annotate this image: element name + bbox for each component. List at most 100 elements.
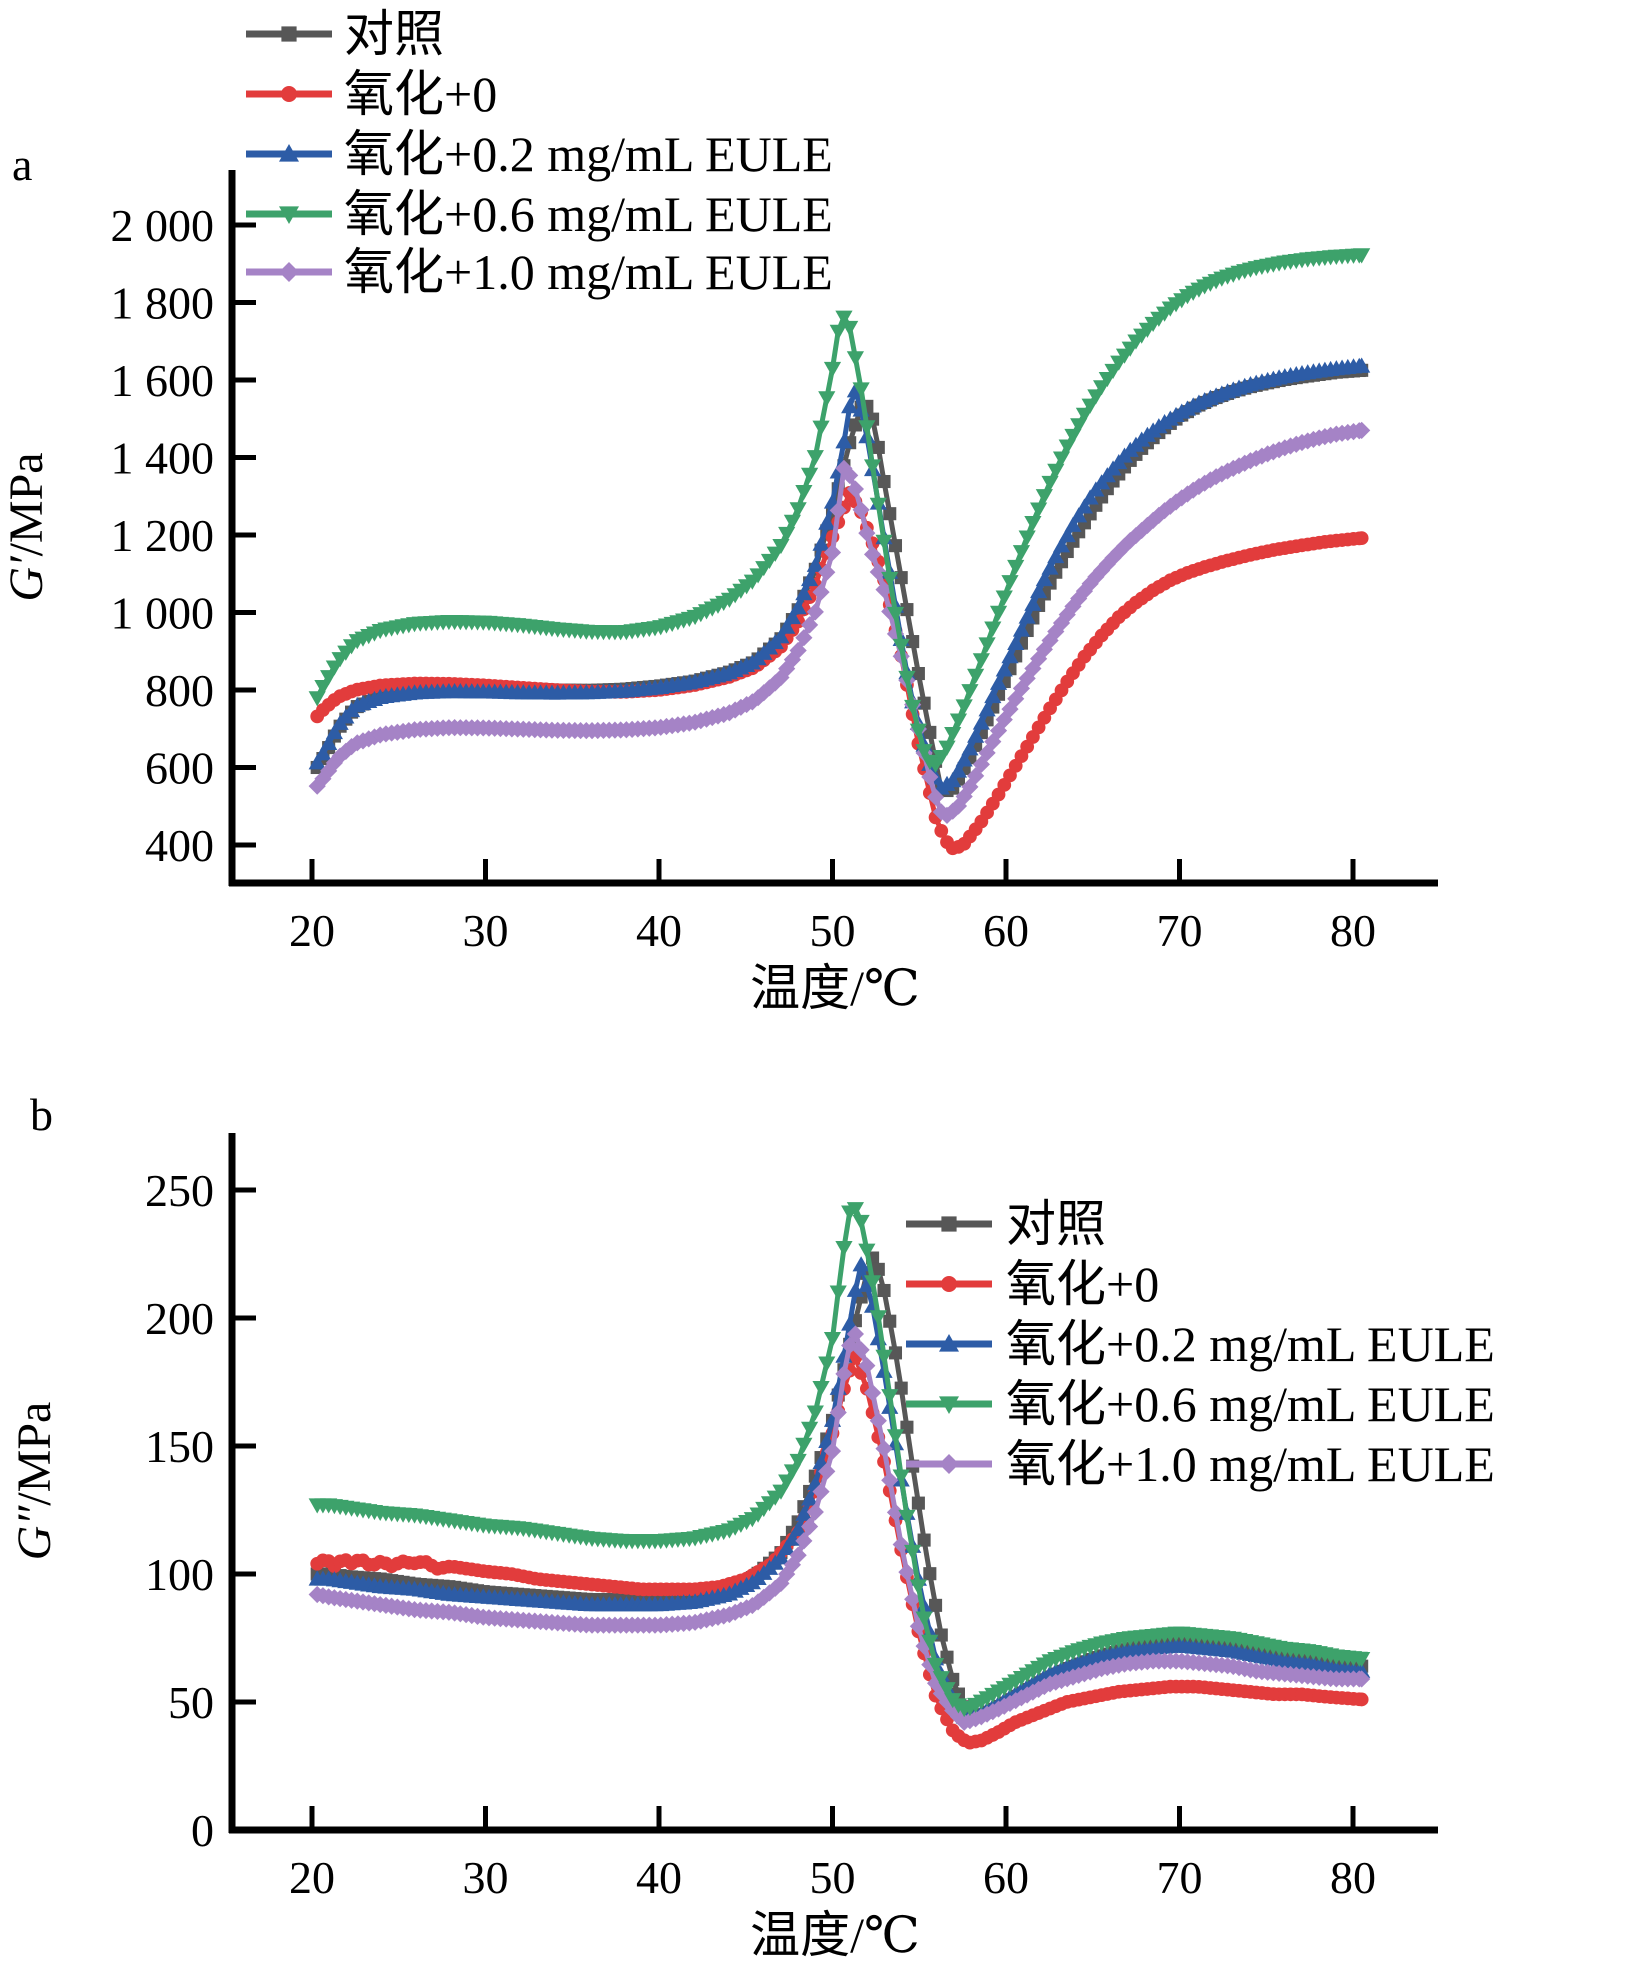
marker-triangle-up [846, 1281, 865, 1297]
marker-diamond [989, 722, 1008, 740]
y-tick-label: 1 800 [111, 278, 215, 329]
marker-triangle-down [904, 699, 922, 715]
marker-triangle-up [1047, 547, 1065, 564]
marker-triangle-down [898, 670, 916, 687]
marker-diamond [875, 580, 893, 599]
marker-circle [1354, 1692, 1369, 1707]
marker-circle [1354, 531, 1369, 545]
legend-label: 对照 [344, 6, 444, 62]
marker-triangle-down [858, 420, 876, 436]
marker-square [883, 1314, 897, 1328]
legend-label: 对照 [1006, 1196, 1106, 1252]
marker-triangle-down [909, 1579, 927, 1595]
panel-a-series [308, 248, 1371, 856]
marker-triangle-down [921, 1634, 939, 1650]
marker-triangle-down [1007, 559, 1025, 576]
marker-triangle-down [1001, 575, 1019, 591]
marker-diamond [749, 689, 767, 707]
marker-triangle-up [795, 1505, 813, 1521]
marker-diamond [279, 262, 299, 282]
y-tick-label: 100 [145, 1549, 214, 1600]
marker-diamond [863, 545, 882, 564]
marker-triangle-down [846, 351, 865, 367]
marker-diamond [342, 738, 361, 756]
marker-diamond [823, 543, 842, 562]
marker-diamond [795, 629, 813, 647]
marker-triangle-down [938, 1682, 956, 1698]
marker-square [906, 635, 920, 649]
marker-diamond [818, 563, 836, 581]
y-tick-label: 1 000 [111, 588, 215, 639]
legend-label: 氧化+0 [344, 66, 497, 122]
marker-diamond [1133, 521, 1151, 540]
legend-item: 氧化+0 [906, 1256, 1159, 1312]
marker-triangle-up [984, 688, 1002, 704]
marker-triangle-up [944, 772, 962, 788]
marker-triangle-down [972, 653, 990, 669]
marker-triangle-down [846, 1202, 865, 1218]
marker-diamond [1018, 669, 1036, 687]
y-axis-title: G″/MPa [8, 1402, 61, 1561]
legend-item: 对照 [906, 1196, 1106, 1252]
marker-triangle-down [915, 1611, 933, 1627]
marker-diamond [886, 1503, 905, 1522]
x-tick-label: 30 [463, 905, 509, 956]
marker-triangle-down [944, 727, 962, 743]
marker-triangle-down [995, 590, 1013, 606]
marker-triangle-up [800, 1490, 819, 1506]
marker-diamond [800, 616, 819, 634]
x-tick-label: 30 [463, 1852, 509, 1903]
marker-triangle-down [892, 1469, 910, 1485]
marker-diamond [898, 1563, 916, 1581]
marker-triangle-down [1070, 418, 1088, 434]
marker-diamond [789, 641, 807, 660]
panel-b-letter: b [30, 1089, 53, 1140]
marker-diamond [846, 480, 865, 498]
marker-triangle-down [818, 391, 836, 407]
marker-diamond [858, 1357, 876, 1375]
marker-square [900, 1420, 914, 1434]
marker-square [894, 1381, 908, 1395]
marker-diamond [904, 1590, 922, 1608]
marker-diamond [1115, 537, 1134, 555]
marker-triangle-down [1081, 398, 1099, 414]
legend-item: 氧化+1.0 mg/mL EULE [906, 1436, 1495, 1492]
marker-triangle-down [800, 1421, 819, 1437]
x-tick-label: 20 [289, 1852, 335, 1903]
marker-diamond [944, 802, 962, 820]
marker-square [940, 1650, 954, 1664]
marker-diamond [932, 803, 950, 821]
marker-triangle-down [852, 382, 870, 398]
marker-triangle-down [978, 637, 996, 653]
marker-diamond [846, 1325, 865, 1343]
marker-triangle-up [1070, 507, 1088, 523]
legend-label: 氧化+0 [1006, 1256, 1159, 1312]
marker-diamond [938, 806, 956, 824]
marker-triangle-up [789, 599, 807, 615]
marker-triangle-down [1012, 545, 1031, 561]
marker-square [934, 1628, 948, 1642]
marker-triangle-down [909, 723, 927, 739]
marker-triangle-up [795, 585, 813, 601]
marker-triangle-down [1058, 439, 1076, 455]
panel-a-axes: 400 600 800 1 000 1 200 1 400 1 600 1 800 2 000 2… [0, 170, 1438, 956]
legend-item: 对照 [246, 6, 444, 62]
marker-diamond [1007, 690, 1025, 708]
marker-triangle-down [806, 450, 824, 466]
x-tick-label: 70 [1157, 905, 1203, 956]
marker-triangle-up [783, 609, 802, 625]
marker-triangle-down [772, 1484, 790, 1500]
marker-square [911, 1496, 925, 1510]
marker-diamond [881, 1471, 899, 1489]
y-tick-label: 600 [145, 743, 214, 794]
legend-label: 氧化+0.2 mg/mL EULE [344, 126, 833, 182]
legend-item: 氧化+0 [246, 66, 497, 122]
marker-diamond [755, 1588, 773, 1606]
marker-triangle-up [818, 514, 836, 530]
marker-square [888, 539, 903, 553]
marker-triangle-up [841, 398, 859, 414]
marker-triangle-down [989, 605, 1008, 621]
marker-square [848, 418, 862, 432]
marker-square [923, 1567, 937, 1581]
marker-diamond [325, 754, 343, 772]
